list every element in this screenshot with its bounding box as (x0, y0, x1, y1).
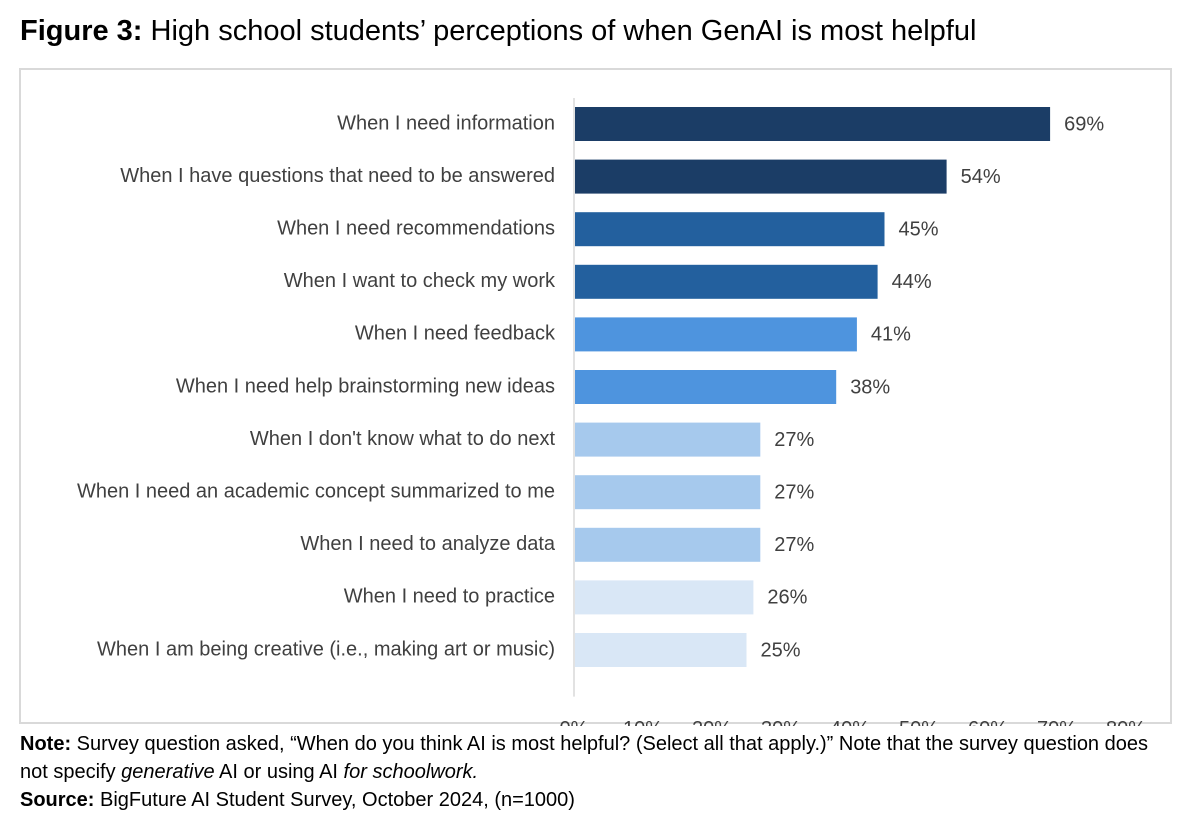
bar (575, 633, 747, 667)
bar (575, 264, 878, 299)
x-tick-label: 50% (899, 718, 939, 726)
figure-title: Figure 3: High school students’ percepti… (20, 12, 976, 50)
bar (575, 370, 837, 404)
category-label: When I need feedback (355, 323, 556, 345)
category-label: When I don't know what to do next (250, 428, 556, 450)
source-paragraph: Source: BigFuture AI Student Survey, Oct… (20, 786, 1180, 814)
bar (575, 527, 761, 562)
x-tick-label: 20% (692, 718, 732, 726)
note-paragraph: Note: Survey question asked, “When do yo… (20, 730, 1180, 786)
x-tick-label: 80% (1106, 718, 1146, 726)
note-text-1: Survey question asked, “When do you thin… (20, 733, 1148, 783)
category-label: When I have questions that need to be an… (120, 165, 555, 187)
bar (575, 475, 761, 510)
note-label: Note: (20, 733, 72, 755)
bar-chart: When I need information 69% When I have qu… (77, 98, 1146, 726)
value-label: 69% (1064, 113, 1104, 135)
figure-title-text: High school students’ perceptions of whe… (150, 15, 977, 47)
category-label: When I need to practice (344, 586, 555, 608)
x-tick-label: 40% (830, 718, 870, 726)
x-tick-label: 10% (623, 718, 663, 726)
value-label: 45% (899, 218, 939, 240)
bar (575, 422, 761, 457)
x-tick-label: 0% (560, 718, 589, 726)
category-label: When I need recommendations (277, 217, 555, 239)
bar (575, 159, 947, 194)
source-text: BigFuture AI Student Survey, October 202… (94, 789, 575, 811)
category-label: When I am being creative (i.e., making a… (97, 638, 555, 660)
x-tick-label: 70% (1037, 718, 1077, 726)
source-label: Source: (20, 789, 95, 811)
chart-frame: When I need information 69% When I have qu… (19, 68, 1172, 726)
category-label: When I need an academic concept summariz… (77, 480, 555, 502)
value-label: 25% (761, 639, 801, 661)
value-label: 26% (767, 587, 807, 609)
value-label: 38% (850, 376, 890, 398)
category-label: When I want to check my work (284, 270, 556, 292)
note-emphasis-2: for schoolwork. (343, 761, 479, 783)
bar (575, 107, 1051, 141)
x-tick-label: 30% (761, 718, 801, 726)
note-text-2: AI or using AI (214, 761, 344, 783)
category-label: When I need information (337, 112, 555, 134)
value-label: 44% (892, 271, 932, 293)
category-label: When I need help brainstorming new ideas (176, 375, 555, 397)
value-label: 54% (961, 166, 1001, 188)
value-label: 41% (871, 324, 911, 346)
category-label: When I need to analyze data (300, 533, 555, 555)
value-label: 27% (774, 481, 814, 503)
bar (575, 212, 885, 247)
bar (575, 317, 857, 352)
figure-label: Figure 3: (20, 15, 143, 47)
note-emphasis-1: generative (121, 761, 215, 783)
value-label: 27% (774, 429, 814, 451)
x-tick-label: 60% (968, 718, 1008, 726)
value-label: 27% (774, 534, 814, 556)
bar (575, 580, 754, 615)
figure-notes: Note: Survey question asked, “When do yo… (20, 730, 1180, 814)
